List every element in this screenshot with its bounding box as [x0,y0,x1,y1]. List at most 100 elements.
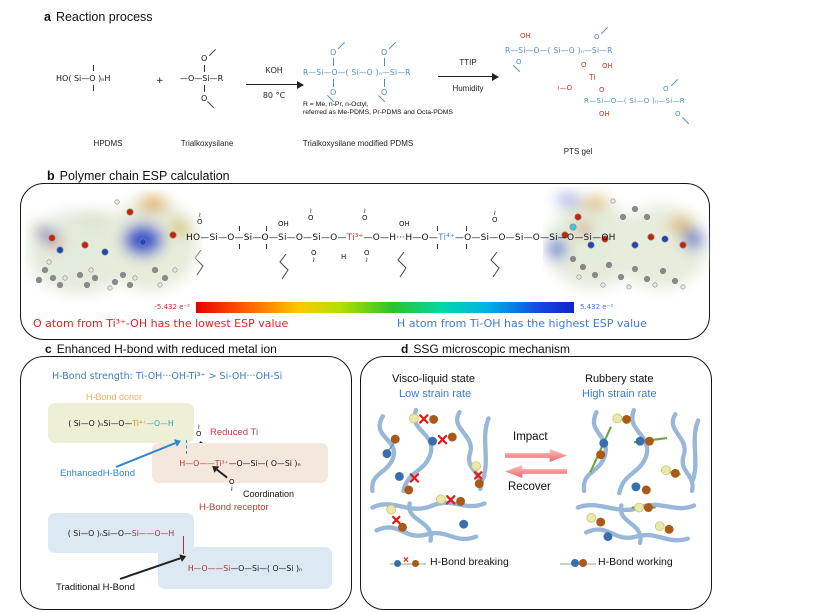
panel-c-tag: c [45,342,52,356]
bond-tick [333,79,334,87]
bond-tick [93,85,94,91]
pts-o-bridge2: O [599,86,605,94]
r-group-note: R = Me, n-Pr, n-Octyl, referred as Me-PD… [303,101,453,117]
panel-a-title-text: Reaction process [55,10,153,24]
traditional-top-formula: ( Si—O )ₙSi—O—Si——O—H [68,529,175,538]
panel-c-title: c Enhanced H-bond with reduced metal ion [38,342,284,356]
chain-o-squiggle: O ≀ [311,249,317,264]
receptor-ti3: Ti³⁺ [214,458,229,468]
chain-squiggle-o: ≀ O [308,207,314,222]
propyl-zigzag [489,251,501,283]
donor-oh: —O—H [146,418,174,428]
panel-b-title-text: Polymer chain ESP calculation [59,169,230,183]
traditional-top-box: ( Si—O )ₙSi—O—Si——O—H [48,513,194,553]
bond-slash [337,41,346,50]
chain-oh-bridge: —O—H [363,233,397,243]
esp-colorbar [196,302,574,313]
hbond-receptor-label: H-Bond receptor [199,502,269,513]
colorbar-max-label: 5.432 e⁻² [580,303,614,311]
bond-tick [466,226,467,231]
panel-c-title-text: Enhanced H-bond with reduced metal ion [56,342,277,356]
caption-silane: Trialkoxysilane [180,139,234,148]
propyl-zigzag [278,253,290,285]
hbond-donor-label: H-Bond donor [86,392,143,402]
hbond-receptor-box: H—O——Ti³⁺—O—Si—( O—Si )ₙ [152,443,328,483]
modpdms-structure: R—Si—O—( Si—O )ₙ—Si—R [303,68,411,77]
pts-o: O [663,85,669,93]
receptor-formula: H—O——Ti³⁺—O—Si—( O—Si )ₙ [179,459,300,468]
donor-formula: ( Si—O )ₙSi—O—Ti⁴⁺—O—H [68,419,174,428]
bond-tick [333,58,334,66]
bond-tick [204,85,205,92]
coordination-label: Coordination [243,489,295,499]
chain-squiggle-o: ≀ O [492,209,498,224]
traditional-bottom-box: H—O——Si—O—Si—( O—Si )ₙ [158,547,332,589]
modpdms-o: O [381,88,388,97]
arrowhead [492,73,499,81]
pts-o: O [516,58,522,66]
bond-tick [93,65,94,71]
panel-a-tag: a [44,10,51,24]
polymer-chain-formula: HO—Si—O—Si—O—Si—O—Si—O—Ti³⁺—O—H···H—O—Ti… [186,233,616,243]
modpdms-o: O [330,48,337,57]
traditional-bottom-formula: H—O——Si—O—Si—( O—Si )ₙ [188,564,302,573]
chain-hbond-dots: ··· [396,233,406,243]
esp-caption-low: O atom from Ti³⁺-OH has the lowest ESP v… [33,317,289,330]
panel-d-title: d SSG microscopic mechanism [394,342,578,356]
esp-caption-high: H atom from Ti-OH has the highest ESP va… [397,317,647,330]
pts-chain-top: R—Si—O—( Si—O )ₙ—Si—R [505,46,613,55]
pts-chain-bottom: R—Si—O—( Si—O )ₙ—Si—R [584,97,685,105]
visco-liquid-state-label: Visco-liquid state [392,373,475,385]
bond-slash [208,48,217,57]
arrow2-condition: Humidity [452,84,484,93]
esp-surface-right [543,187,711,307]
chain-oh-label: OH [399,220,410,228]
panel-d-title-text: SSG microscopic mechanism [413,342,571,356]
pts-o-bridge: O [581,61,587,69]
pts-o: O [675,110,681,118]
arrow1-condition: 80 °C [262,91,286,100]
recover-label: Recover [508,481,551,493]
panel-d-border [360,356,712,610]
legend-line [390,563,426,565]
pts-o: O [594,33,600,41]
trad-hosi: H—O——Si [187,563,231,573]
trad-sioh: Si——O—H [131,528,175,538]
chain-ti4: Ti⁴⁺ [438,233,455,243]
pts-oh-bottom: OH [599,110,610,118]
bond-slash [681,116,690,125]
legend-breaking-label: H-Bond breaking [430,556,509,568]
chain-oh-label: OH [278,220,289,228]
bond-tick [204,65,205,72]
traditional-hbond-line [183,536,184,554]
bond-tick [266,244,267,249]
caption-hpdms: HPDMS [93,139,123,148]
coordination-o-top: ≀ O [196,423,202,438]
rubbery-state-label: Rubbery state [585,373,654,385]
impact-label: Impact [513,431,548,443]
donor-chain: ( Si—O )ₙSi—O— [68,418,133,428]
enhanced-hbond-dash [186,440,187,454]
cross-icon: × [403,555,409,566]
low-strain-rate-label: Low strain rate [399,388,472,400]
donor-ti4: Ti⁴⁺ [132,418,147,428]
modpdms-o: O [381,48,388,57]
coordination-o-bottom: O ≀ [229,478,235,493]
brown-dot-icon [579,559,587,567]
blue-dot-icon [571,559,579,567]
bond-tick [384,58,385,66]
hpdms-structure: HO( Si—O )ₙH [56,74,111,83]
high-strain-rate-label: High strain rate [582,388,657,400]
trad-chain1: ( Si—O )ₙSi—O— [67,528,132,538]
panel-b-title: b Polymer chain ESP calculation [40,169,237,183]
r-note-line2: referred as Me-PDMS, Pr-PDMS and Octa-PD… [303,109,453,116]
trad-chain2: —O—Si—( O—Si )ₙ [230,563,303,573]
reduced-ti-label: Reduced Ti [210,427,259,438]
chain-water-h: H [341,253,347,261]
chain-ho-bridge: H—O— [405,233,439,243]
chain-o-squiggle: O ≀ [364,249,370,264]
bond-slash [206,100,215,109]
bond-slash [512,64,521,73]
bond-tick [239,226,240,231]
network-rubbery [574,407,702,553]
